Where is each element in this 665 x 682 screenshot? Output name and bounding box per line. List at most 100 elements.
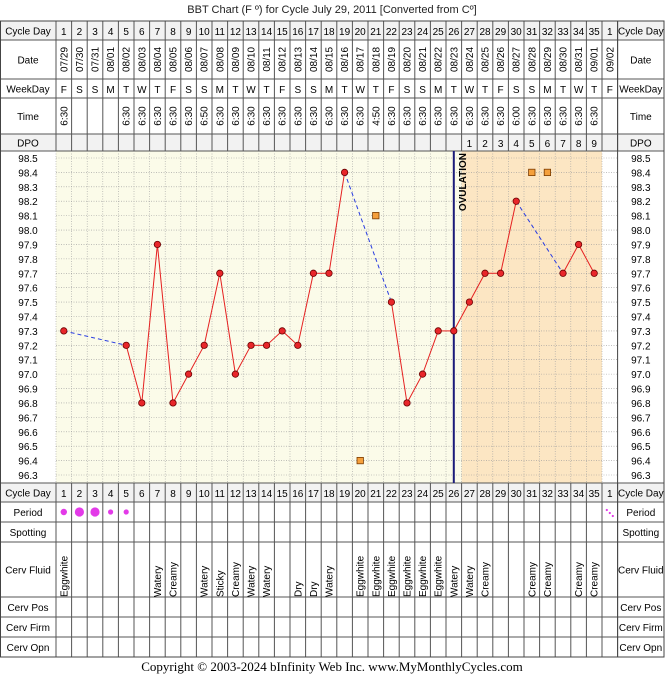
y-tick-left-96.3: 96.3 <box>18 471 38 482</box>
temp-point-day-33 <box>559 269 567 277</box>
dpo-27: 1 <box>467 139 473 150</box>
cerv-fluid-21: Eggwhite <box>371 555 382 597</box>
date-26: 08/23 <box>449 47 460 72</box>
cycle-day-top-31: 31 <box>526 27 538 38</box>
y-tick-right-97.5: 97.5 <box>631 298 651 309</box>
time-14: 6:30 <box>262 106 273 126</box>
dpo-28: 2 <box>482 139 488 150</box>
grid-layer <box>0 20 665 658</box>
weekday-23: S <box>404 85 411 96</box>
cycle-day-top-17: 17 <box>308 27 320 38</box>
time-8: 6:30 <box>169 106 180 126</box>
row-label-right-period-6: Period <box>626 508 655 519</box>
row-label-right-dpo-4: DPO <box>630 139 652 150</box>
y-tick-right-96.5: 96.5 <box>631 442 651 453</box>
temp-point-day-17 <box>309 269 317 277</box>
cycle-day-top-9: 9 <box>186 27 192 38</box>
y-tick-left-96.9: 96.9 <box>18 385 38 396</box>
temp-point-day-16 <box>294 341 302 349</box>
date-30: 08/27 <box>512 47 523 72</box>
cycle-day-bottom-9: 9 <box>186 489 192 500</box>
cycle-day-bottom-21: 21 <box>370 489 382 500</box>
y-tick-right-98.3: 98.3 <box>631 183 651 194</box>
temp-point-day-6 <box>138 399 146 407</box>
temp-segment-27 <box>468 273 486 303</box>
cycle-day-top-12: 12 <box>230 27 242 38</box>
temp-gap-segment-19 <box>344 172 392 303</box>
y-tick-right-96.3: 96.3 <box>631 471 651 482</box>
date-8: 08/05 <box>169 47 180 72</box>
y-tick-right-97.6: 97.6 <box>631 284 651 295</box>
cerv-fluid-14: Watery <box>262 566 273 597</box>
temp-segment-29 <box>500 201 517 274</box>
cerv-fluid-10: Watery <box>200 566 211 597</box>
time-22: 6:30 <box>387 106 398 126</box>
date-18: 08/15 <box>325 47 336 72</box>
cerv-fluid-13: Watery <box>247 566 258 597</box>
row-label-right-cerv_firm-10: Cerv Firm <box>619 623 663 634</box>
date-12: 08/09 <box>231 47 242 72</box>
y-tick-right-98.5: 98.5 <box>631 154 651 165</box>
cycle-day-bottom-13: 13 <box>245 489 257 500</box>
temp-point-day-8 <box>169 399 177 407</box>
time-21: 4:50 <box>371 106 382 126</box>
weekday-31: S <box>528 85 535 96</box>
cycle-day-top-36: 1 <box>607 27 613 38</box>
next-cycle-column-background <box>602 151 618 483</box>
weekday-25: M <box>434 85 442 96</box>
date-33: 08/30 <box>559 47 570 72</box>
time-34: 6:30 <box>574 106 585 126</box>
date-20: 08/17 <box>356 47 367 72</box>
temp-segment-24 <box>422 330 439 375</box>
date-29: 08/26 <box>496 47 507 72</box>
row-label-right-time-3: Time <box>630 112 652 123</box>
cycle-day-top-14: 14 <box>261 27 273 38</box>
temp-point-day-22 <box>387 298 395 306</box>
y-tick-right-97.4: 97.4 <box>631 313 651 324</box>
spotting-dot-36-1 <box>608 511 611 515</box>
row-label-right-spotting-7: Spotting <box>622 528 659 539</box>
period-dot-5 <box>123 509 129 515</box>
row-label-left-period-6: Period <box>14 508 43 519</box>
weekday-9: S <box>185 85 192 96</box>
y-tick-right-96.4: 96.4 <box>631 457 651 468</box>
temp-point-day-28 <box>481 269 489 277</box>
temp-point-day-19 <box>340 168 349 177</box>
temp-point-day-1 <box>60 327 68 335</box>
spotting-dot-36-2 <box>611 514 614 518</box>
date-1: 07/29 <box>59 47 70 72</box>
cycle-day-bottom-3: 3 <box>92 489 98 500</box>
temp-segment-7 <box>156 244 174 404</box>
time-5: 6:30 <box>122 106 133 126</box>
date-14: 08/11 <box>262 47 273 72</box>
cycle-day-top-28: 28 <box>479 27 491 38</box>
cycle-day-top-24: 24 <box>417 27 429 38</box>
row-label-left-spotting-7: Spotting <box>10 528 47 539</box>
date-22: 08/19 <box>387 47 398 72</box>
row-label-right-cycle_day-5: Cycle Day <box>618 489 664 500</box>
cerv-fluid-16: Dry <box>293 581 304 597</box>
weekday-21: T <box>373 85 379 96</box>
temp-segment-10 <box>203 273 221 346</box>
period-dot-3 <box>90 507 100 517</box>
y-tick-left-98.5: 98.5 <box>18 154 38 165</box>
cerv-fluid-26: Watery <box>449 566 460 597</box>
date-5: 08/02 <box>122 47 133 72</box>
cycle-day-top-27: 27 <box>464 27 476 38</box>
y-tick-right-96.6: 96.6 <box>631 428 651 439</box>
weekday-14: T <box>264 85 270 96</box>
cycle-day-bottom-25: 25 <box>433 489 445 500</box>
cerv-fluid-27: Watery <box>465 566 476 597</box>
date-13: 08/10 <box>247 47 258 72</box>
time-33: 6:30 <box>559 106 570 126</box>
cerv-fluid-35: Creamy <box>590 562 601 597</box>
date-9: 08/06 <box>184 47 195 72</box>
cerv-fluid-18: Watery <box>325 566 336 597</box>
weekday-20: W <box>355 85 365 96</box>
temp-segment-12 <box>234 345 252 375</box>
row-shade-cd1 <box>0 21 664 40</box>
time-15: 6:30 <box>278 106 289 126</box>
cycle-day-bottom-6: 6 <box>139 489 145 500</box>
ovulation-label: OVULATION <box>458 153 469 211</box>
temp-point-day-27 <box>465 298 473 306</box>
